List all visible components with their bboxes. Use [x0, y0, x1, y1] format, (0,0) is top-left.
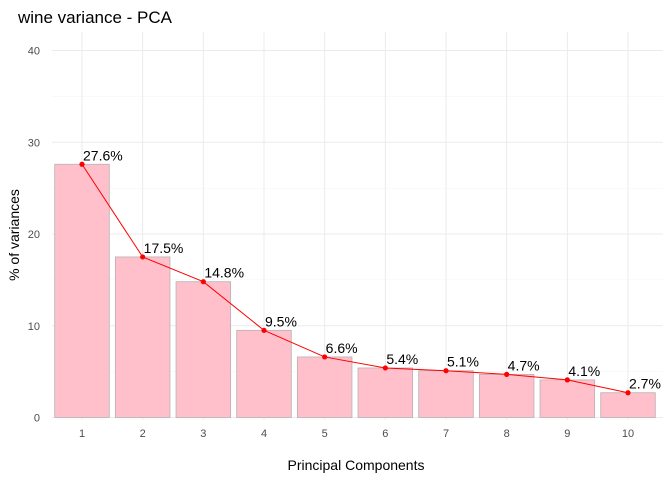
variance-point-1: [79, 161, 85, 167]
y-tick-label: 40: [28, 46, 40, 58]
data-label-pc-3: 14.8%: [204, 265, 244, 281]
x-tick-label: 3: [200, 428, 206, 440]
x-tick-label: 1: [79, 428, 85, 440]
variance-point-4: [261, 327, 267, 333]
x-tick-label: 10: [622, 428, 634, 440]
variance-polyline: [81, 163, 629, 394]
bar-pc-6: [357, 367, 414, 418]
x-tick-label: 9: [564, 428, 570, 440]
y-tick-label: 20: [28, 229, 40, 241]
variance-point-5: [322, 354, 328, 360]
variance-point-3: [200, 279, 206, 285]
data-labels: 27.6% 17.5% 14.8% 9.5% 6.6% 5.4% 5.1% 4.7% 4.1% 2…: [83, 147, 661, 391]
variance-point-7: [443, 368, 449, 374]
chart-title: wine variance - PCA: [17, 8, 173, 27]
bar-pc-7: [418, 370, 474, 418]
x-tick-label: 6: [382, 428, 388, 440]
x-axis-ticks: 1 2 3 4 5 6 7 8 9 10: [79, 428, 634, 440]
x-tick-label: 7: [443, 428, 449, 440]
x-tick-label: 4: [261, 428, 267, 440]
y-tick-label: 30: [28, 137, 40, 149]
data-label-pc-1: 27.6%: [83, 147, 123, 163]
data-label-pc-4: 9.5%: [265, 313, 297, 329]
y-axis-ticks: 0 10 20 30 40: [28, 46, 40, 425]
bar-pc-4: [236, 329, 292, 418]
data-label-pc-9: 4.1%: [568, 363, 600, 379]
data-label-pc-10: 2.7%: [629, 376, 661, 392]
bar-pc-5: [296, 356, 353, 418]
bar-pc-2: [114, 256, 171, 418]
y-tick-label: 10: [28, 321, 40, 333]
data-label-pc-6: 5.4%: [386, 351, 418, 367]
variance-point-10: [625, 390, 631, 396]
bar-pc-9: [539, 379, 596, 418]
bar-pc-10: [600, 392, 656, 418]
x-tick-label: 5: [322, 428, 328, 440]
bar-pc-8: [478, 373, 535, 418]
x-tick-label: 8: [504, 428, 510, 440]
y-axis-title: % of variances: [6, 189, 22, 281]
data-label-pc-5: 6.6%: [326, 340, 358, 356]
data-label-pc-7: 5.1%: [447, 354, 479, 370]
variance-point-2: [140, 254, 146, 260]
data-label-pc-2: 17.5%: [144, 240, 184, 256]
y-tick-label: 0: [34, 413, 40, 425]
bar-pc-3: [175, 281, 232, 418]
variance-point-8: [504, 371, 510, 377]
x-tick-label: 2: [140, 428, 146, 440]
variance-point-6: [382, 365, 388, 371]
x-axis-title: Principal Components: [288, 457, 425, 473]
variance-point-9: [564, 377, 570, 383]
bar-pc-1: [54, 163, 110, 418]
data-label-pc-8: 4.7%: [508, 357, 540, 373]
variance-line: [79, 161, 631, 396]
